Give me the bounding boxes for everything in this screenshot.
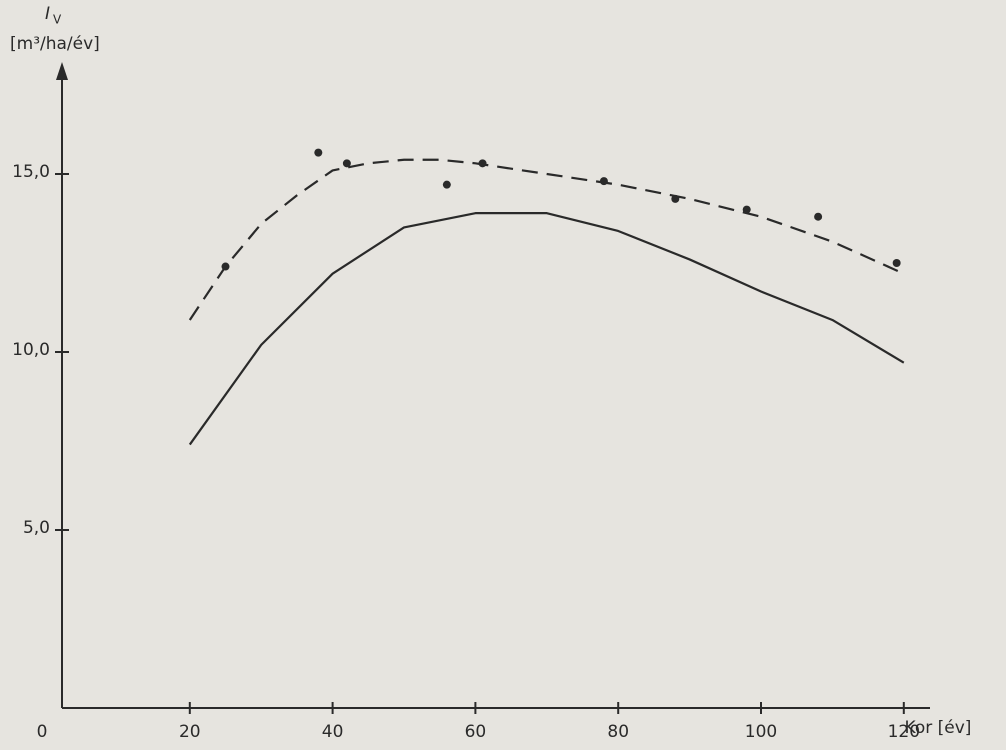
- y-axis-label-sub: V: [53, 13, 62, 27]
- data-point: [221, 262, 230, 271]
- x-tick-label: 80: [607, 722, 629, 742]
- line: [188, 158, 905, 321]
- data-point: [342, 159, 351, 168]
- data-point: [314, 148, 323, 157]
- x-tick-label: 120: [888, 722, 920, 742]
- x-tick-label: 0: [37, 722, 48, 742]
- x-tick-label: 100: [745, 722, 777, 742]
- data-point: [892, 259, 901, 267]
- x-tick-label: 60: [465, 722, 487, 742]
- y-axis-label: I: [45, 4, 50, 24]
- data-point: [671, 194, 680, 203]
- data-point: [442, 180, 451, 189]
- data-point: [599, 177, 608, 186]
- y-tick-label: 5,0: [23, 518, 50, 538]
- y-axis-arrow: [56, 62, 68, 80]
- y-tick-label: 15,0: [12, 162, 50, 182]
- data-point: [478, 159, 487, 168]
- y-axis-unit: [m³/ha/év]: [10, 34, 100, 54]
- line: [188, 212, 905, 446]
- data-point: [742, 205, 751, 214]
- data-point: [814, 212, 823, 221]
- y-tick-label: 10,0: [12, 340, 50, 360]
- x-axis-label: Kor [év]: [905, 718, 972, 738]
- x-tick-label: 20: [179, 722, 201, 742]
- x-tick-label: 40: [322, 722, 344, 742]
